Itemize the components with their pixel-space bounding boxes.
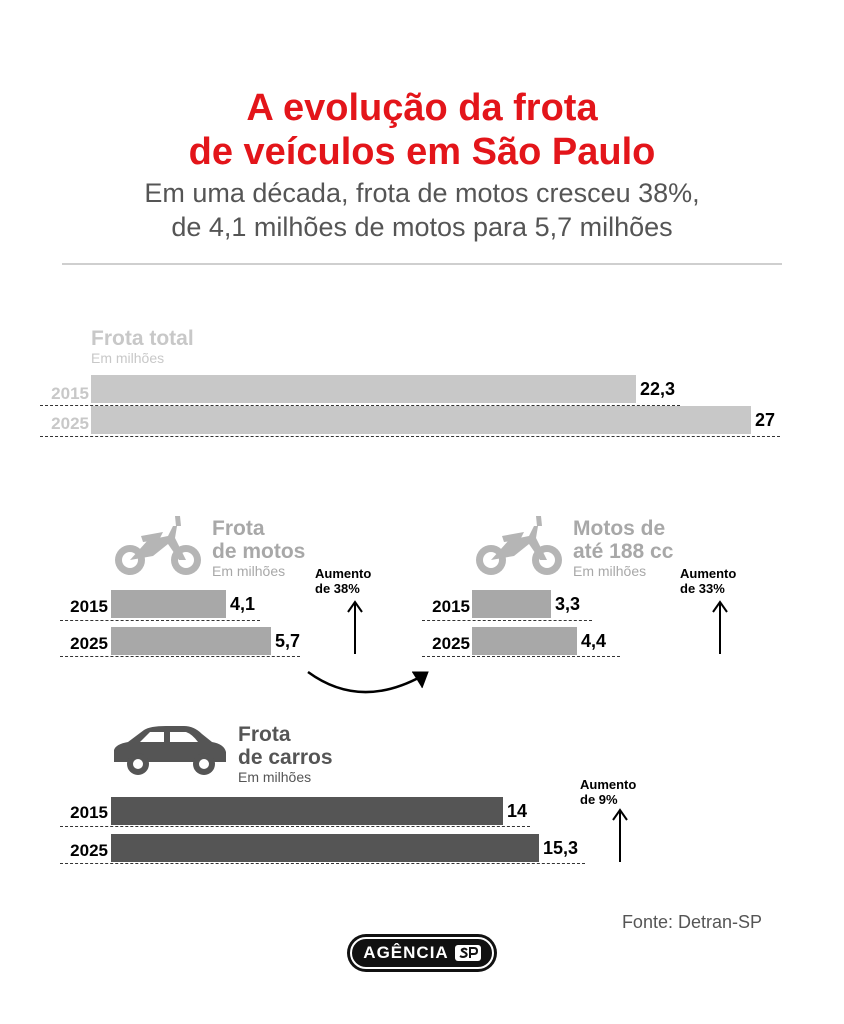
chart-title-line1: A evolução da frota bbox=[246, 87, 598, 129]
cc-dash-2015 bbox=[422, 620, 592, 621]
carros-title-2: de carros bbox=[238, 746, 333, 769]
agencia-sp-logo: AGÊNCIA bbox=[347, 934, 497, 972]
motos-dash-2015 bbox=[60, 620, 260, 621]
chart-subtitle-line1: Em uma década, frota de motos cresceu 38… bbox=[144, 178, 700, 208]
total-year-2015: 2015 bbox=[51, 384, 89, 403]
total-title: Frota total bbox=[91, 327, 194, 350]
motos-title-1: Frota bbox=[212, 517, 265, 540]
cc-bar-2015 bbox=[472, 590, 551, 618]
carros-unit: Em milhões bbox=[238, 769, 312, 785]
motorcycle-icon bbox=[476, 516, 562, 575]
sp-badge-icon bbox=[454, 945, 481, 961]
cc-title-1: Motos de bbox=[573, 517, 666, 540]
carros-bar-2025 bbox=[111, 834, 539, 862]
motos-unit: Em milhões bbox=[212, 563, 286, 579]
motos-value-2025: 5,7 bbox=[275, 631, 301, 651]
cc-increase-value: de 33% bbox=[680, 581, 725, 596]
cc-year-2015: 2015 bbox=[432, 597, 470, 616]
total-dash-2025 bbox=[40, 436, 780, 437]
carros-increase-value: de 9% bbox=[580, 792, 618, 807]
cc-unit: Em milhões bbox=[573, 563, 647, 579]
cc-value-2015: 3,3 bbox=[555, 594, 581, 614]
cc-value-2025: 4,4 bbox=[581, 631, 607, 651]
car-icon bbox=[114, 726, 226, 775]
chart-subtitle-line2: de 4,1 milhões de motos para 5,7 milhões bbox=[171, 212, 673, 242]
motos-increase-word: Aumento bbox=[315, 566, 372, 581]
arrow-up-icon bbox=[712, 600, 728, 654]
carros-dash-2025 bbox=[60, 863, 585, 864]
total-bar-2025 bbox=[91, 406, 751, 434]
carros-increase-word: Aumento bbox=[580, 777, 637, 792]
chart-title-line2: de veículos em São Paulo bbox=[188, 131, 656, 173]
total-dash-2015 bbox=[40, 405, 680, 406]
total-value-2015: 22,3 bbox=[640, 379, 676, 399]
carros-year-2015: 2015 bbox=[70, 803, 108, 822]
motos-dash-2025 bbox=[60, 656, 300, 657]
header-divider bbox=[62, 263, 782, 265]
motorcycle-icon bbox=[115, 516, 201, 575]
carros-year-2025: 2025 bbox=[70, 841, 108, 860]
cc-title-2: até 188 cc bbox=[573, 540, 674, 563]
total-year-2025: 2025 bbox=[51, 414, 89, 433]
motos-bar-2015 bbox=[111, 590, 226, 618]
total-value-2025: 27 bbox=[755, 410, 776, 430]
logo-text: AGÊNCIA bbox=[363, 943, 449, 962]
arrow-up-icon bbox=[347, 600, 363, 654]
carros-value-2015: 14 bbox=[507, 801, 528, 821]
carros-dash-2015 bbox=[60, 826, 530, 827]
cc-bar-2025 bbox=[472, 627, 577, 655]
total-bar-2015 bbox=[91, 375, 636, 403]
motos-year-2025: 2025 bbox=[70, 634, 108, 653]
arrow-up-icon bbox=[612, 808, 628, 862]
motos-value-2015: 4,1 bbox=[230, 594, 256, 614]
cc-increase-word: Aumento bbox=[680, 566, 737, 581]
carros-bar-2015 bbox=[111, 797, 503, 825]
cc-dash-2025 bbox=[422, 656, 620, 657]
source-note: Fonte: Detran-SP bbox=[621, 912, 762, 932]
total-unit: Em milhões bbox=[91, 350, 165, 366]
carros-value-2025: 15,3 bbox=[543, 838, 579, 858]
curved-arrow-icon bbox=[307, 670, 429, 694]
motos-increase-value: de 38% bbox=[315, 581, 360, 596]
motos-bar-2025 bbox=[111, 627, 271, 655]
cc-year-2025: 2025 bbox=[432, 634, 470, 653]
carros-title-1: Frota bbox=[238, 723, 291, 746]
motos-title-2: de motos bbox=[212, 540, 306, 563]
motos-year-2015: 2015 bbox=[70, 597, 108, 616]
